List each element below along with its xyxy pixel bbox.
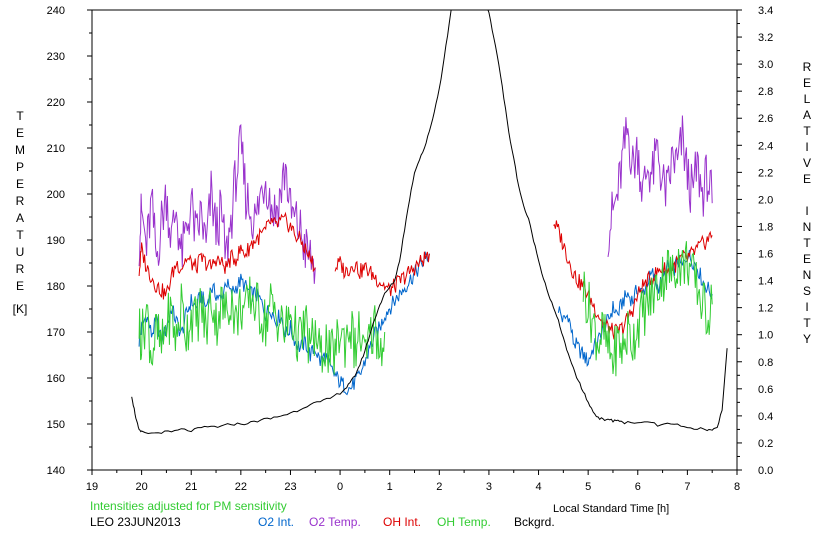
y-left-tick-label: 240 — [47, 5, 65, 17]
y-right-label-letter: E — [803, 76, 811, 90]
y-left-tick-label: 220 — [47, 97, 65, 109]
y-right-tick-label: 2.8 — [758, 86, 773, 98]
y-left-tick-label: 210 — [47, 143, 65, 155]
x-tick-label: 22 — [235, 481, 247, 493]
series-line — [607, 115, 713, 257]
y-right-label-letter: N — [803, 220, 812, 234]
legend-entry: OH Int. — [383, 515, 421, 529]
y-left-tick-label: 170 — [47, 327, 65, 339]
y-right-label-letter: L — [804, 92, 811, 106]
y-right-label-letter: A — [803, 108, 811, 122]
series-line — [138, 211, 316, 300]
y-left-tick-label: 140 — [47, 465, 65, 477]
x-tick-label: 2 — [436, 481, 442, 493]
series-line — [138, 250, 430, 396]
y-right-tick-label: 0.4 — [758, 411, 773, 423]
y-left-label-letter: T — [16, 228, 24, 242]
y-right-tick-label: 1.2 — [758, 303, 773, 315]
x-axis-label: Local Standard Time [h] — [553, 503, 669, 515]
y-left-label-letter: E — [16, 279, 24, 293]
y-right-label-letter: E — [803, 252, 811, 266]
y-right-label-letter: R — [803, 60, 812, 74]
y-right-label-letter: T — [803, 124, 811, 138]
legend-entry: Bckgrd. — [514, 515, 555, 529]
legend: O2 Int. O2 Temp. OH Int. OH Temp. Bckgrd. — [258, 515, 555, 529]
y-left-label-letter: R — [16, 262, 25, 276]
y-left-label-letter: E — [16, 177, 24, 191]
y-left-label-letter: A — [16, 211, 24, 225]
y-right-label-letter: T — [803, 236, 811, 250]
y-left-label-letter: R — [16, 194, 25, 208]
y-left-tick-label: 150 — [47, 419, 65, 431]
y-right-tick-label: 0.0 — [758, 465, 773, 477]
y-right-tick-label: 0.8 — [758, 357, 773, 369]
y-right-tick-label: 3.0 — [758, 59, 773, 71]
x-tick-label: 3 — [486, 481, 492, 493]
y-right-label-letter: S — [803, 284, 811, 298]
x-tick-label: 6 — [635, 481, 641, 493]
x-tick-label: 1 — [387, 481, 393, 493]
sensitivity-note: Intensities adjusted for PM sensitivity — [90, 499, 287, 513]
x-tick-label: 4 — [535, 481, 541, 493]
y-right-label-letter: E — [803, 172, 811, 186]
series-line — [334, 251, 430, 297]
y-left-label-letter: U — [16, 245, 25, 259]
series-layer — [131, 10, 728, 435]
y-left-label-letter: E — [16, 126, 24, 140]
x-tick-label: 5 — [585, 481, 591, 493]
plot-frame — [91, 9, 738, 471]
y-right-label-letter: Y — [803, 332, 811, 346]
station-date-label: LEO 23JUN2013 — [90, 515, 181, 529]
y-right-label-letter: T — [803, 316, 811, 330]
y-left-tick-label: 180 — [47, 281, 65, 293]
legend-entry: OH Temp. — [437, 515, 491, 529]
y-right-tick-label: 1.6 — [758, 249, 773, 261]
series-line — [131, 10, 728, 435]
x-tick-label: 20 — [135, 481, 147, 493]
y-right-tick-label: 0.6 — [758, 384, 773, 396]
series-line — [138, 123, 316, 284]
y-right-label-letter: I — [805, 140, 808, 154]
x-tick-label: 19 — [86, 481, 98, 493]
axis-layer — [87, 9, 742, 475]
y-left-label-letter: P — [16, 160, 24, 174]
x-tick-label: 23 — [284, 481, 296, 493]
y-right-tick-label: 1.8 — [758, 221, 773, 233]
y-right-tick-label: 2.4 — [758, 140, 773, 152]
y-left-unit-label: [K] — [13, 302, 28, 316]
y-right-label-letter: V — [803, 156, 811, 170]
y-right-label-letter: N — [803, 268, 812, 282]
y-right-tick-label: 1.4 — [758, 276, 773, 288]
x-tick-label: 8 — [734, 481, 740, 493]
series-line — [138, 276, 386, 375]
y-left-label-letter: T — [16, 109, 24, 123]
x-tick-label: 0 — [337, 481, 343, 493]
y-right-label-letter: I — [805, 300, 808, 314]
y-left-tick-label: 160 — [47, 373, 65, 385]
y-right-tick-label: 3.2 — [758, 32, 773, 44]
y-left-tick-label: 230 — [47, 51, 65, 63]
x-tick-label: 21 — [185, 481, 197, 493]
y-left-tick-label: 190 — [47, 235, 65, 247]
y-right-tick-label: 1.0 — [758, 330, 773, 342]
y-right-tick-label: 2.2 — [758, 167, 773, 179]
y-right-tick-label: 2.0 — [758, 194, 773, 206]
x-tick-label: 7 — [684, 481, 690, 493]
y-right-tick-label: 3.4 — [758, 5, 773, 17]
y-left-tick-label: 200 — [47, 189, 65, 201]
legend-entry: O2 Temp. — [309, 515, 361, 529]
legend-entry: O2 Int. — [258, 515, 294, 529]
y-left-label-letter: M — [15, 143, 25, 157]
y-right-tick-label: 0.2 — [758, 438, 773, 450]
y-right-tick-label: 2.6 — [758, 113, 773, 125]
series-line — [582, 241, 713, 377]
label-layer: 19 20 21 22 23 0 1 2 3 4 5 6 7 8140150160170180190200… — [15, 5, 812, 493]
y-right-label-letter: I — [805, 204, 808, 218]
